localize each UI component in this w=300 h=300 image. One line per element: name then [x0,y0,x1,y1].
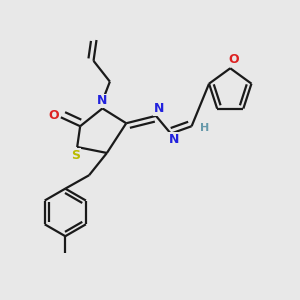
Text: S: S [71,149,80,162]
Text: O: O [229,53,239,66]
Text: H: H [200,123,210,133]
Text: N: N [169,133,179,146]
Text: N: N [154,102,164,115]
Text: N: N [97,94,108,107]
Text: O: O [48,109,59,122]
